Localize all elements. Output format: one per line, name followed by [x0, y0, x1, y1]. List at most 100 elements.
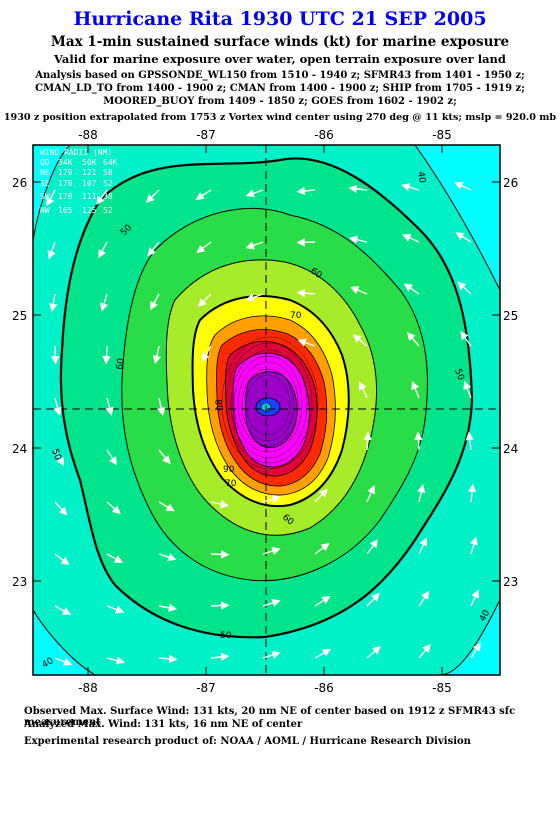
wind-arrow — [158, 654, 178, 664]
x-axis-bottom-labels: -88 -87 -86 -85 — [78, 681, 452, 695]
radii-row-sw-64k: 38 — [103, 192, 113, 201]
wind-arrow — [158, 449, 171, 465]
position-note: 1930 z position extrapolated from 1753 z… — [3, 112, 557, 123]
map-frame — [32, 144, 501, 676]
wind-arrow — [158, 501, 175, 512]
wind-arrow — [350, 286, 368, 295]
radii-row-se-34k: 178 — [58, 179, 73, 188]
wind-arrow — [366, 539, 379, 555]
contour-label-50-s: 50 — [220, 631, 232, 641]
radii-row-ne-34k: 179 — [58, 168, 73, 177]
tick-marks — [33, 145, 500, 675]
wind-arrow — [145, 189, 160, 203]
x-tick-top-87: -87 — [196, 128, 216, 142]
y-axis-left-labels: 26 25 24 23 — [12, 176, 27, 589]
contour-label-90: 90 — [223, 465, 235, 475]
contour-label-70-s: 70 — [225, 479, 237, 489]
radii-header: WIND RADII (NM) — [40, 148, 112, 157]
wind-arrow — [106, 605, 125, 614]
wind-arrow — [358, 381, 368, 399]
wind-arrow — [418, 590, 430, 607]
radii-row-ne-50k: 121 — [82, 168, 97, 177]
wind-arrow — [54, 553, 70, 566]
wind-arrow — [418, 537, 428, 555]
contour-label-80: 80 — [212, 399, 224, 412]
radii-row-nw-50k: 125 — [82, 206, 97, 215]
wind-arrow — [51, 345, 60, 365]
radii-row-se-quad: SE — [40, 179, 50, 188]
x-tick-bottom-85: -85 — [432, 681, 452, 695]
inner-contour-lines — [221, 336, 319, 470]
wind-arrow — [262, 546, 281, 555]
observed-max-wind: Observed Max. Surface Wind: 131 kts, 20 … — [24, 706, 516, 728]
wind-arrow — [46, 189, 56, 207]
wind-arrow — [314, 542, 330, 555]
wind-arrow — [196, 241, 212, 254]
wind-arrow — [195, 189, 212, 200]
y-tick-right-26: 26 — [503, 176, 518, 190]
wind-arrow — [54, 501, 68, 516]
wind-arrow — [460, 330, 472, 347]
wind-arrow — [99, 293, 108, 312]
wind-arrow — [105, 397, 114, 416]
wind-arrow — [455, 232, 472, 243]
wind-arrow — [201, 345, 212, 362]
radii-row-sw-34k: 178 — [58, 192, 73, 201]
contour-label-50-w: 50 — [49, 448, 62, 462]
wind-arrow — [469, 536, 478, 555]
wind-arrow — [47, 241, 56, 260]
y-tick-right-25: 25 — [503, 309, 518, 323]
x-tick-top-85: -85 — [432, 128, 452, 142]
x-axis-top-labels: -88 -87 -86 -85 — [78, 128, 452, 142]
y-tick-right-24: 24 — [503, 442, 518, 456]
wind-arrow — [245, 293, 264, 302]
radii-row-ne-quad: NE — [40, 168, 50, 177]
wind-arrow — [467, 483, 477, 503]
contour-label-40-ne: 40 — [415, 171, 427, 184]
wind-arrow — [210, 601, 230, 610]
x-tick-top-86: -86 — [314, 128, 334, 142]
wind-arrow — [414, 431, 423, 451]
wind-contours: 40 40 40 50 50 50 50 60 60 60 70 70 80 9… — [33, 145, 500, 675]
y-tick-left-25: 25 — [12, 309, 27, 323]
wind-arrow — [96, 189, 108, 206]
y-tick-left-26: 26 — [12, 176, 27, 190]
wind-arrow — [457, 281, 472, 295]
wind-arrow — [403, 283, 420, 295]
wind-arrow — [54, 449, 65, 467]
radii-row-sw-quad: SW — [40, 192, 50, 201]
wind-arrow — [348, 184, 368, 194]
radii-col-qd: QD — [40, 158, 50, 167]
wind-arrow — [463, 380, 472, 399]
wind-arrow — [53, 397, 62, 416]
wind-arrow — [470, 589, 480, 607]
wind-arrow — [352, 334, 368, 347]
center-crosshair — [33, 145, 500, 675]
wind-arrow — [197, 293, 212, 307]
map-subtitle: Max 1-min sustained surface winds (kt) f… — [50, 34, 510, 50]
y-tick-right-23: 23 — [503, 575, 518, 589]
wind-arrow — [366, 485, 375, 503]
radii-row-se-64k: 52 — [103, 179, 113, 188]
y-axis-right-labels: 26 25 24 23 — [503, 176, 518, 589]
radii-row-nw-quad: NW — [40, 206, 50, 215]
contour-label-60-w: 60 — [115, 357, 127, 370]
radii-col-34k: 34K — [58, 158, 73, 167]
wind-arrow — [49, 293, 58, 313]
y-tick-left-23: 23 — [12, 575, 27, 589]
x-tick-bottom-87: -87 — [196, 681, 216, 695]
wind-arrow — [411, 380, 420, 399]
wind-arrow — [158, 553, 177, 562]
wind-arrow — [106, 553, 124, 563]
map-title: Hurricane Rita 1930 UTC 21 SEP 2005 — [73, 8, 487, 30]
wind-arrow — [296, 238, 316, 247]
wind-arrow — [106, 501, 121, 515]
wind-arrow — [465, 431, 474, 451]
wind-arrow — [348, 235, 368, 244]
wind-arrow — [401, 183, 420, 192]
analysis-line-2: CMAN_LD_TO from 1400 - 1900 z; CMAN from… — [35, 83, 525, 94]
wind-arrow — [106, 656, 125, 665]
wind-arrow — [297, 338, 316, 347]
wind-arrow — [366, 592, 380, 607]
wind-arrow — [296, 186, 316, 196]
